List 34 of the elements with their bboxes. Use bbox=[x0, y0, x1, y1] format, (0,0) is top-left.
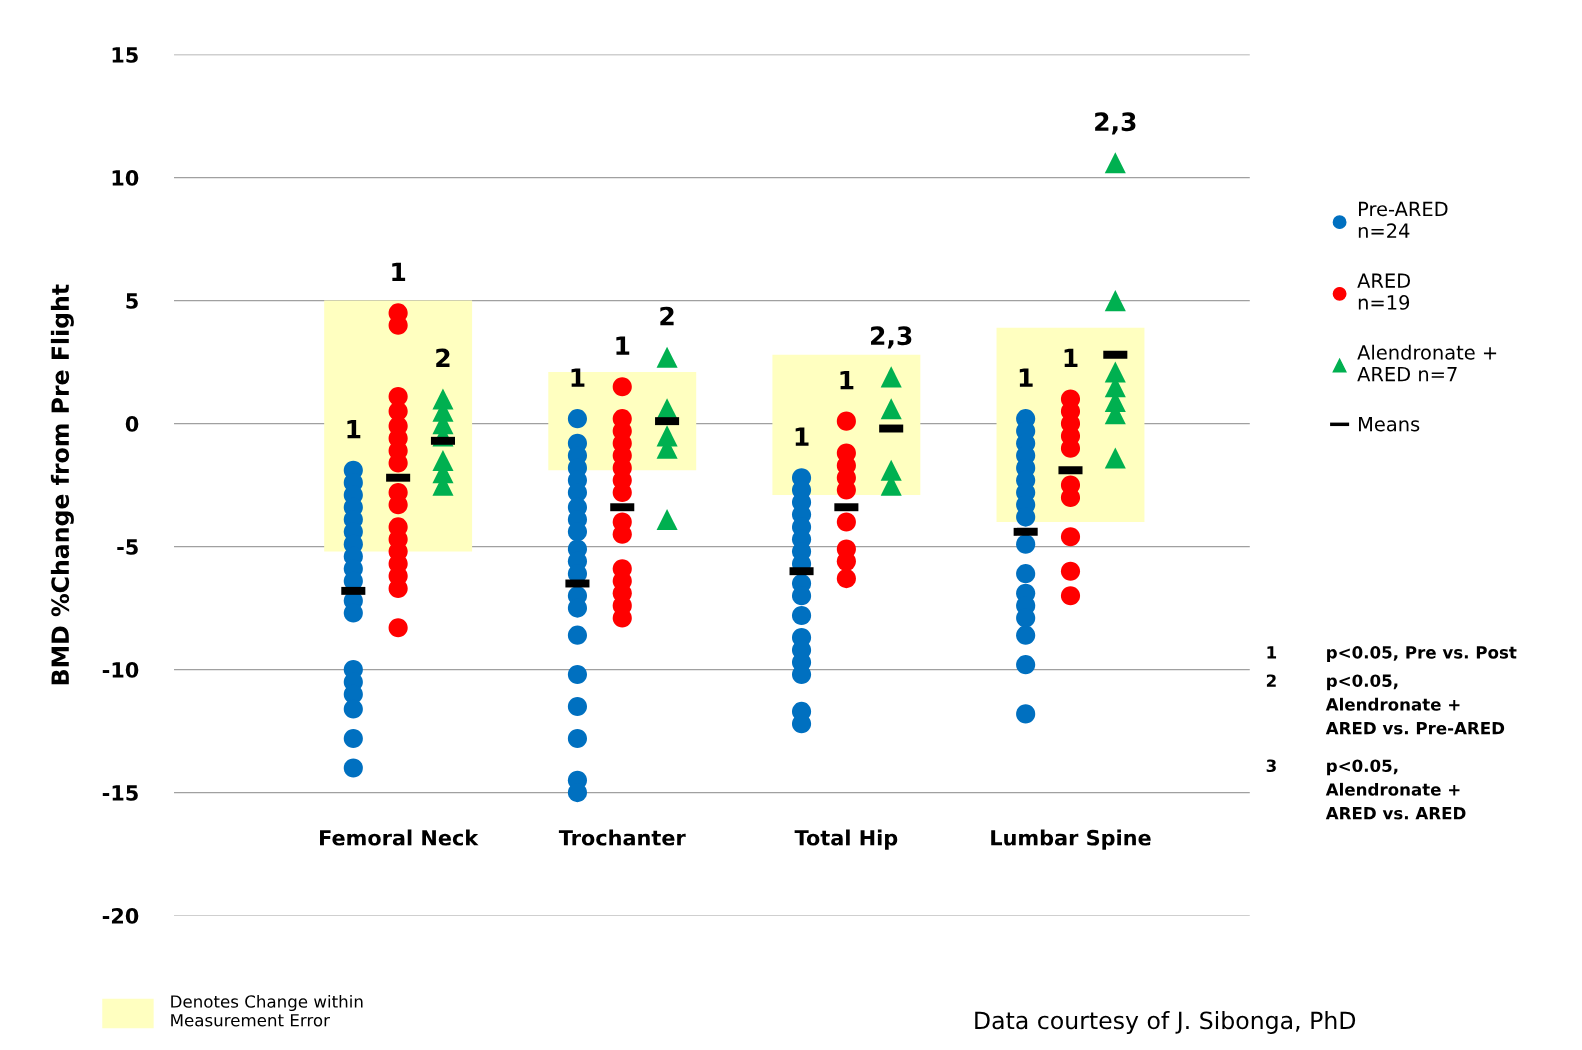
annotation: 1 bbox=[616, 336, 630, 355]
y-axis-title: BMD %Change from Pre Flight bbox=[50, 284, 74, 685]
annotation: 1 bbox=[392, 262, 406, 281]
legend-label: Alendronate + ARED n=7 bbox=[1357, 344, 1497, 382]
legend-label: Denotes Change within Measurement Error bbox=[171, 994, 363, 1027]
text: 2 p<0.05, Alendronate + ARED vs. Pre-ARED bbox=[1266, 674, 1505, 735]
y-tick-label: 10 bbox=[112, 170, 139, 186]
legend-label: Means bbox=[1359, 416, 1420, 432]
x-tick-label: Lumbar Spine bbox=[991, 829, 1151, 850]
y-tick-label: 5 bbox=[126, 293, 138, 309]
text: 1 p<0.05, Pre vs. Post bbox=[1267, 646, 1517, 662]
annotation: 2,3 bbox=[1095, 112, 1136, 135]
annotation: 1 bbox=[571, 368, 585, 387]
y-tick-label: -20 bbox=[102, 908, 139, 924]
text: 3 p<0.05, Alendronate + ARED vs. ARED bbox=[1266, 759, 1466, 820]
y-tick-label: -10 bbox=[102, 662, 139, 678]
annotation: 1 bbox=[347, 420, 361, 439]
y-tick-label: 0 bbox=[125, 416, 139, 432]
annotation: 2,3 bbox=[871, 326, 912, 349]
x-tick-label: Femoral Neck bbox=[320, 829, 479, 846]
text: Data courtesy of J. Sibonga, PhD bbox=[975, 1011, 1356, 1034]
x-tick-label: Trochanter bbox=[558, 829, 686, 846]
annotation: 1 bbox=[795, 427, 809, 446]
y-tick-label: -15 bbox=[102, 785, 138, 801]
annotation: 2 bbox=[660, 306, 674, 326]
legend-label: ARED n=19 bbox=[1357, 273, 1411, 310]
annotation: 1 bbox=[1019, 368, 1033, 387]
y-tick-label: 15 bbox=[112, 47, 138, 63]
annotation: 2 bbox=[436, 348, 450, 368]
annotation: 1 bbox=[840, 370, 854, 390]
legend-label: Pre-ARED n=24 bbox=[1358, 201, 1448, 238]
x-tick-label: Total Hip bbox=[794, 829, 898, 850]
y-tick-label: -5 bbox=[117, 539, 138, 555]
annotation: 1 bbox=[1064, 348, 1078, 368]
